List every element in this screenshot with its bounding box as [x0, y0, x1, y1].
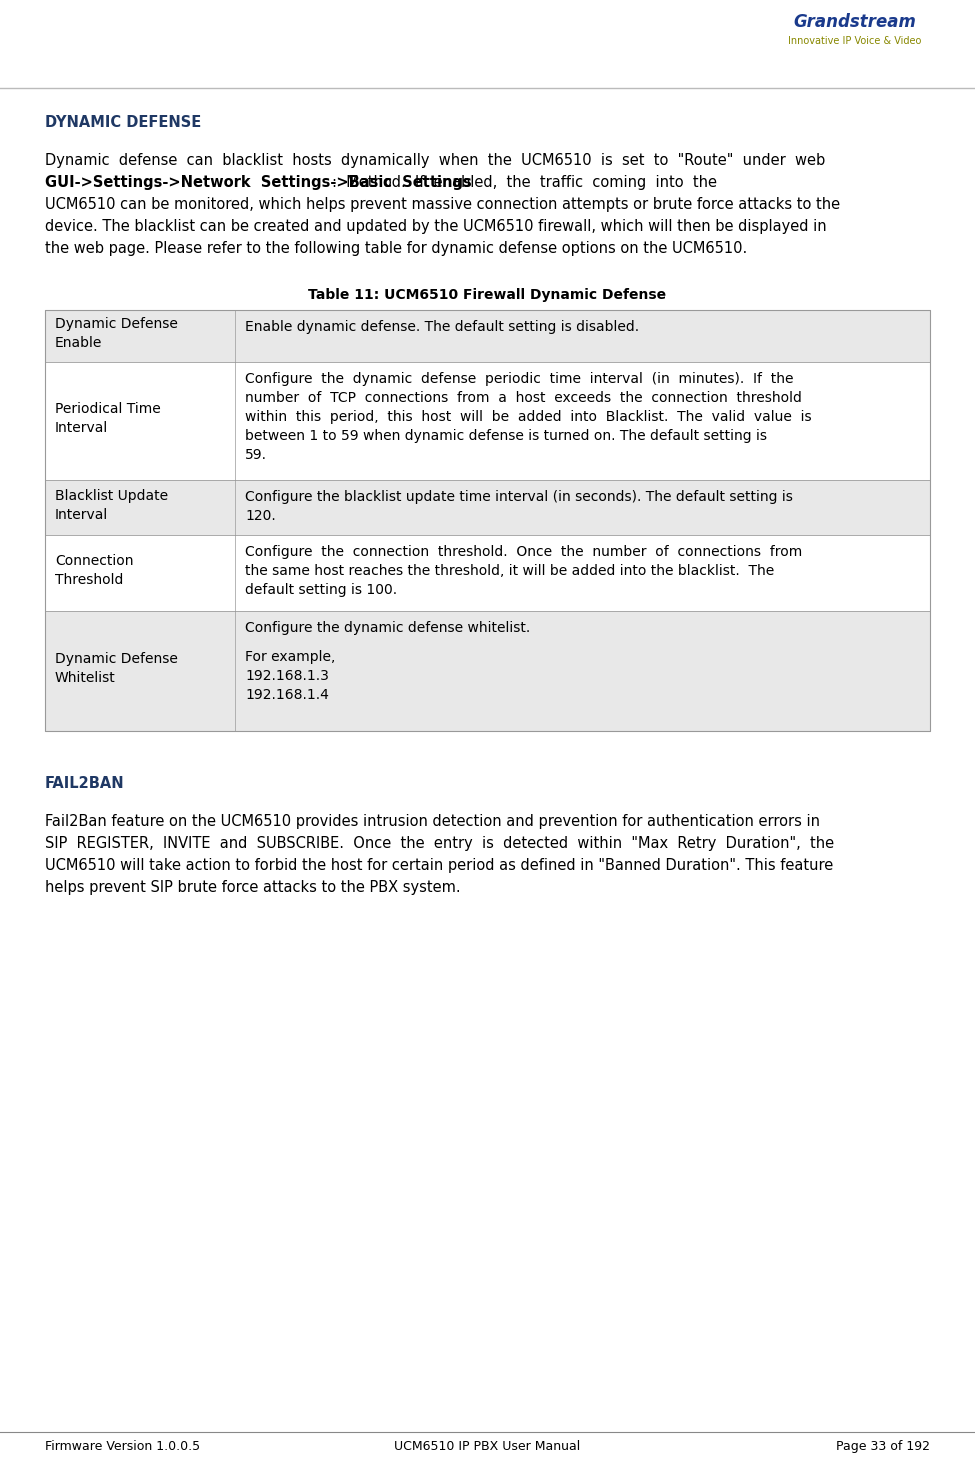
Text: Whitelist: Whitelist — [55, 670, 116, 685]
Text: Grandstream: Grandstream — [794, 13, 916, 31]
Text: helps prevent SIP brute force attacks to the PBX system.: helps prevent SIP brute force attacks to… — [45, 881, 460, 895]
Text: the web page. Please refer to the following table for dynamic defense options on: the web page. Please refer to the follow… — [45, 241, 747, 256]
Bar — [45, 481, 930, 535]
Text: Periodical Time: Periodical Time — [55, 401, 161, 416]
Text: DYNAMIC DEFENSE: DYNAMIC DEFENSE — [45, 115, 201, 129]
Text: 192.168.1.3: 192.168.1.3 — [245, 669, 329, 684]
Text: FAIL2BAN: FAIL2BAN — [45, 776, 125, 791]
Text: For example,: For example, — [245, 650, 335, 664]
Text: Dynamic Defense: Dynamic Defense — [55, 318, 177, 331]
Text: 192.168.1.4: 192.168.1.4 — [245, 688, 329, 703]
Text: UCM6510 IP PBX User Manual: UCM6510 IP PBX User Manual — [394, 1441, 580, 1452]
Text: Dynamic Defense: Dynamic Defense — [55, 653, 177, 666]
Text: GUI->Settings->Network  Settings->Basic  Settings: GUI->Settings->Network Settings->Basic S… — [45, 175, 472, 190]
Text: Fail2Ban feature on the UCM6510 provides intrusion detection and prevention for : Fail2Ban feature on the UCM6510 provides… — [45, 814, 820, 829]
Text: device. The blacklist can be created and updated by the UCM6510 firewall, which : device. The blacklist can be created and… — [45, 219, 827, 234]
Bar — [45, 310, 930, 362]
Text: :  Method.  If  enabled,  the  traffic  coming  into  the: : Method. If enabled, the traffic coming… — [332, 175, 717, 190]
Text: Page 33 of 192: Page 33 of 192 — [836, 1441, 930, 1452]
Text: default setting is 100.: default setting is 100. — [245, 584, 397, 597]
Text: Enable dynamic defense. The default setting is disabled.: Enable dynamic defense. The default sett… — [245, 320, 640, 334]
Bar — [45, 362, 930, 481]
Text: between 1 to 59 when dynamic defense is turned on. The default setting is: between 1 to 59 when dynamic defense is … — [245, 429, 767, 442]
Bar — [45, 535, 930, 612]
Text: UCM6510 can be monitored, which helps prevent massive connection attempts or bru: UCM6510 can be monitored, which helps pr… — [45, 197, 840, 212]
Bar — [45, 310, 930, 731]
Text: Dynamic  defense  can  blacklist  hosts  dynamically  when  the  UCM6510  is  se: Dynamic defense can blacklist hosts dyna… — [45, 153, 825, 168]
Text: 120.: 120. — [245, 509, 276, 523]
Text: Configure the blacklist update time interval (in seconds). The default setting i: Configure the blacklist update time inte… — [245, 490, 793, 504]
Text: Configure  the  connection  threshold.  Once  the  number  of  connections  from: Configure the connection threshold. Once… — [245, 545, 802, 559]
Text: Firmware Version 1.0.0.5: Firmware Version 1.0.0.5 — [45, 1441, 200, 1452]
Text: the same host reaches the threshold, it will be added into the blacklist.  The: the same host reaches the threshold, it … — [245, 564, 774, 578]
Text: Interval: Interval — [55, 420, 108, 435]
Text: SIP  REGISTER,  INVITE  and  SUBSCRIBE.  Once  the  entry  is  detected  within : SIP REGISTER, INVITE and SUBSCRIBE. Once… — [45, 836, 835, 851]
Text: Interval: Interval — [55, 507, 108, 522]
Text: Table 11: UCM6510 Firewall Dynamic Defense: Table 11: UCM6510 Firewall Dynamic Defen… — [308, 288, 667, 301]
Text: Enable: Enable — [55, 337, 102, 350]
Text: Configure the dynamic defense whitelist.: Configure the dynamic defense whitelist. — [245, 620, 530, 635]
Text: 59.: 59. — [245, 448, 267, 462]
Bar — [45, 612, 930, 731]
Text: Connection: Connection — [55, 554, 134, 567]
Text: Threshold: Threshold — [55, 573, 124, 587]
Text: Configure  the  dynamic  defense  periodic  time  interval  (in  minutes).  If  : Configure the dynamic defense periodic t… — [245, 372, 794, 387]
Text: within  this  period,  this  host  will  be  added  into  Blacklist.  The  valid: within this period, this host will be ad… — [245, 410, 811, 423]
Text: Innovative IP Voice & Video: Innovative IP Voice & Video — [789, 35, 921, 46]
Text: UCM6510 will take action to forbid the host for certain period as defined in "Ba: UCM6510 will take action to forbid the h… — [45, 858, 834, 873]
Text: number  of  TCP  connections  from  a  host  exceeds  the  connection  threshold: number of TCP connections from a host ex… — [245, 391, 801, 406]
Text: Blacklist Update: Blacklist Update — [55, 488, 168, 503]
